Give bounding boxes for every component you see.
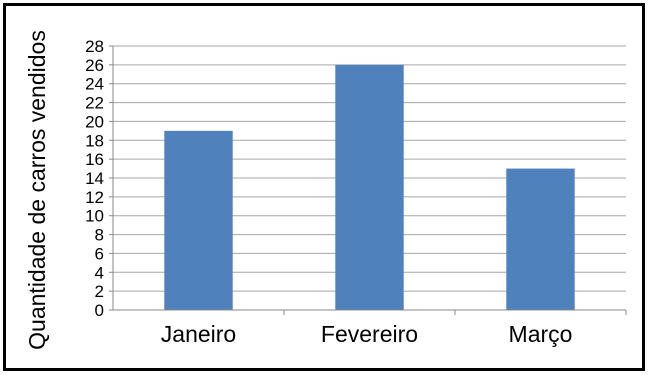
x-category-label: Março bbox=[509, 321, 573, 347]
x-category-labels: Janeiro Fevereiro Março bbox=[161, 321, 573, 347]
y-tick-label: 10 bbox=[85, 207, 104, 226]
y-tick-label: 18 bbox=[85, 131, 104, 150]
y-axis-title: Quantidade de carros vendidos bbox=[24, 30, 50, 350]
y-tick-label: 2 bbox=[95, 282, 104, 301]
y-tick-label: 14 bbox=[85, 169, 104, 188]
bar-janeiro bbox=[164, 130, 233, 310]
axes bbox=[109, 45, 627, 315]
x-category-label: Fevereiro bbox=[321, 321, 418, 347]
y-tick-label: 24 bbox=[85, 75, 104, 94]
y-tick-label: 22 bbox=[85, 94, 104, 113]
y-tick-label: 20 bbox=[85, 112, 104, 131]
x-category-label: Janeiro bbox=[161, 321, 236, 347]
y-tick-label: 26 bbox=[85, 56, 104, 75]
bar-fevereiro bbox=[335, 64, 404, 310]
bars bbox=[164, 64, 575, 310]
y-tick-label: 16 bbox=[85, 150, 104, 169]
bar-março bbox=[506, 168, 575, 310]
y-tick-label: 6 bbox=[95, 244, 104, 263]
y-tick-label: 0 bbox=[95, 301, 104, 320]
y-tick-label: 28 bbox=[85, 37, 104, 56]
y-tick-label: 8 bbox=[95, 226, 104, 245]
y-tick-label: 4 bbox=[95, 263, 104, 282]
y-tick-label: 12 bbox=[85, 188, 104, 207]
